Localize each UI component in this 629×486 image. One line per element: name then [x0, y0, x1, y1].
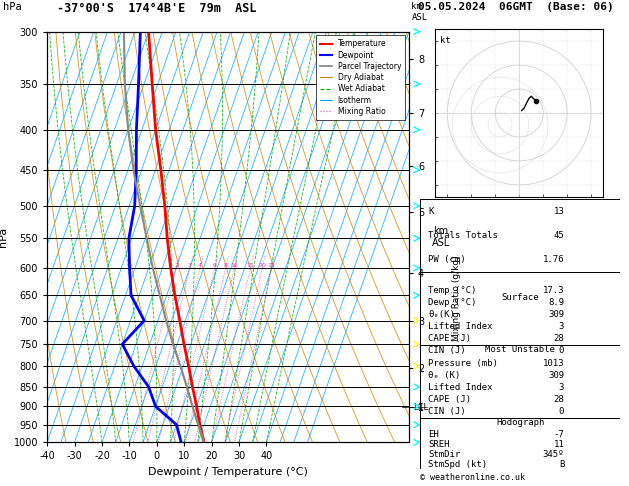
Text: θₑ (K): θₑ (K)	[428, 371, 460, 380]
Text: hPa: hPa	[3, 2, 22, 13]
Text: 309: 309	[548, 371, 564, 380]
Text: 6: 6	[213, 263, 217, 268]
Text: 45: 45	[554, 231, 564, 240]
Text: 11: 11	[554, 440, 564, 449]
Text: StmSpd (kt): StmSpd (kt)	[428, 460, 487, 469]
Text: K: K	[428, 207, 433, 216]
Text: EH: EH	[428, 430, 439, 439]
Text: PW (cm): PW (cm)	[428, 256, 466, 264]
Text: 15: 15	[247, 263, 254, 268]
Bar	[420, 199, 620, 272]
Text: © weatheronline.co.uk: © weatheronline.co.uk	[420, 473, 525, 482]
Text: Mixing Ratio (g/kg): Mixing Ratio (g/kg)	[452, 256, 460, 341]
Text: 3: 3	[559, 322, 564, 330]
Legend: Temperature, Dewpoint, Parcel Trajectory, Dry Adiabat, Wet Adiabat, Isotherm, Mi: Temperature, Dewpoint, Parcel Trajectory…	[316, 35, 405, 120]
X-axis label: Dewpoint / Temperature (°C): Dewpoint / Temperature (°C)	[148, 467, 308, 477]
Text: B: B	[559, 460, 564, 469]
Text: 25: 25	[268, 263, 276, 268]
Text: LCL: LCL	[413, 402, 428, 412]
Text: 2: 2	[174, 263, 178, 268]
Y-axis label: hPa: hPa	[0, 227, 8, 247]
Text: 3: 3	[188, 263, 192, 268]
Text: 3: 3	[559, 383, 564, 392]
Text: 309: 309	[548, 310, 564, 319]
Text: 4: 4	[198, 263, 202, 268]
Text: 20: 20	[259, 263, 266, 268]
Text: Most Unstable: Most Unstable	[485, 345, 555, 354]
Text: SREH: SREH	[428, 440, 450, 449]
Bar	[420, 418, 620, 469]
Text: CIN (J): CIN (J)	[428, 407, 466, 416]
Text: CIN (J): CIN (J)	[428, 346, 466, 355]
Text: Pressure (mb): Pressure (mb)	[428, 359, 498, 367]
Text: Lifted Index: Lifted Index	[428, 322, 493, 330]
Text: 10: 10	[230, 263, 238, 268]
Text: kt: kt	[440, 36, 451, 45]
Text: CAPE (J): CAPE (J)	[428, 333, 471, 343]
Text: StmDir: StmDir	[428, 450, 460, 459]
Text: 0: 0	[559, 346, 564, 355]
Text: Surface: Surface	[501, 293, 539, 302]
Text: km
ASL: km ASL	[411, 2, 428, 22]
Text: Hodograph: Hodograph	[496, 418, 544, 427]
Text: 17.3: 17.3	[543, 286, 564, 295]
Text: 0: 0	[559, 407, 564, 416]
Text: Totals Totals: Totals Totals	[428, 231, 498, 240]
Text: 1013: 1013	[543, 359, 564, 367]
Text: -37°00'S  174°4B'E  79m  ASL: -37°00'S 174°4B'E 79m ASL	[57, 2, 256, 16]
Text: 345º: 345º	[543, 450, 564, 459]
Text: 8: 8	[224, 263, 228, 268]
Text: 1.76: 1.76	[543, 256, 564, 264]
Text: 28: 28	[554, 395, 564, 404]
Text: -7: -7	[554, 430, 564, 439]
Y-axis label: km
ASL: km ASL	[431, 226, 450, 248]
Text: 13: 13	[554, 207, 564, 216]
Text: Dewp (°C): Dewp (°C)	[428, 298, 477, 307]
Text: 8.9: 8.9	[548, 298, 564, 307]
Text: θₑ(K): θₑ(K)	[428, 310, 455, 319]
Bar	[420, 345, 620, 418]
Text: 05.05.2024  06GMT  (Base: 06): 05.05.2024 06GMT (Base: 06)	[418, 2, 614, 13]
Text: Temp (°C): Temp (°C)	[428, 286, 477, 295]
Text: CAPE (J): CAPE (J)	[428, 395, 471, 404]
Text: Lifted Index: Lifted Index	[428, 383, 493, 392]
Bar	[420, 272, 620, 345]
Text: 28: 28	[554, 333, 564, 343]
